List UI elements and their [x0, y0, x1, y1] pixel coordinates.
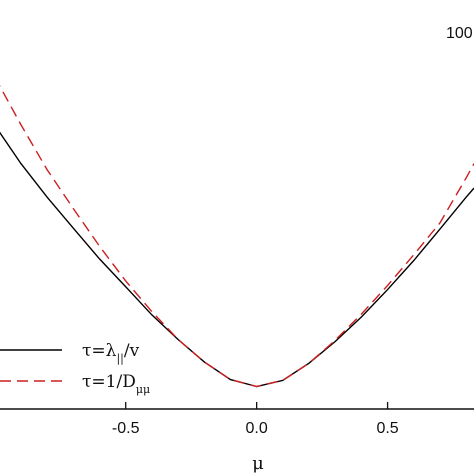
legend-entry-2-sub: μμ [136, 383, 150, 396]
legend-entry-1: τ=λ||/v [82, 341, 140, 366]
legend-entry-2-main: τ=1/D [82, 372, 136, 392]
x-tick-label: -0.5 [112, 420, 140, 437]
x-tick-label: 0.0 [246, 420, 268, 437]
x-tick-label: 0.5 [376, 420, 398, 437]
x-axis-label: μ [252, 453, 264, 474]
legend: τ=λ||/v τ=1/Dμμ [0, 341, 150, 396]
legend-entry-1-tail: /v [124, 341, 140, 361]
legend-entry-1-sub: || [116, 352, 123, 366]
series-line-2 [0, 85, 474, 388]
legend-entry-1-main: τ=λ [82, 341, 117, 361]
x-ticks: -0.5 0.0 0.5 [112, 402, 399, 437]
legend-entry-2: τ=1/Dμμ [82, 372, 150, 396]
series-layer [0, 85, 474, 388]
corner-label: 100 [446, 25, 473, 42]
